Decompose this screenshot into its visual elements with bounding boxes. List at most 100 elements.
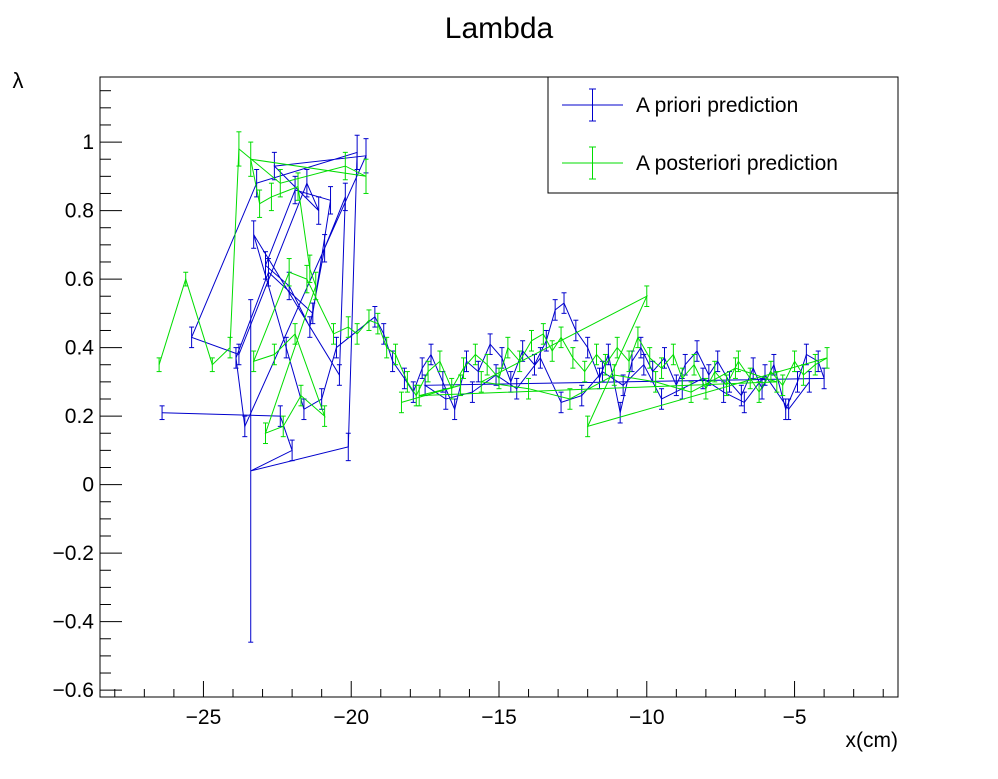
data-point [531,353,537,376]
data-point [345,316,351,338]
data-point [292,323,298,345]
data-point [582,360,588,383]
data-point [251,220,257,249]
data-point [458,374,464,397]
data-point [558,326,564,349]
data-point [425,360,431,383]
data-point [478,371,484,393]
data-point [372,306,378,328]
data-point [596,367,602,390]
data-point [594,343,600,366]
data-point [529,329,535,352]
data-point [735,350,741,373]
data-point [354,323,360,345]
data-point [286,258,292,287]
legend-box [547,76,899,194]
data-point [336,364,342,386]
legend-entry-a-posteriori: A posteriori prediction [562,146,838,180]
data-point [227,336,233,359]
plot-layer [156,131,830,643]
data-point [780,374,786,397]
x-tick-label: −20 [333,706,369,729]
data-point [774,371,780,393]
data-point [248,299,254,643]
data-point [401,367,407,390]
data-point [342,182,348,212]
data-point [354,134,360,170]
data-point [328,186,334,215]
data-point [233,347,239,369]
data-point [540,323,546,345]
data-point [251,350,257,373]
y-tick-label: 0 [82,474,94,497]
data-point [712,360,718,383]
data-point [605,343,611,366]
data-point [209,357,215,373]
data-point [585,336,591,359]
data-point [691,353,697,376]
axes-layer: −25 −20 −15 −10 −5 −0.6 −0.4 −0.2 0 0.2 0.4 0.6 0.8 1 [53,90,884,729]
data-point [721,381,727,403]
data-point [289,439,295,462]
data-point [543,329,549,352]
data-point [715,350,721,373]
data-point [626,350,632,373]
data-point [469,381,475,403]
data-point [330,323,336,345]
data-point [316,196,322,225]
data-point [514,377,520,400]
data-point [682,353,688,376]
x-axis-label: x(cm) [846,729,898,752]
data-point [345,432,351,462]
data-point [487,333,493,355]
data-point [304,168,310,198]
data-point [280,415,286,438]
data-point [248,141,254,177]
data-point [549,340,555,362]
data-point [263,251,269,280]
data-point [236,131,242,167]
data-point [461,357,467,379]
y-tick-label: 0.2 [65,405,94,428]
data-point [567,388,573,410]
data-point [617,401,623,424]
data-point [812,353,818,376]
data-point [313,271,319,301]
data-point [333,336,339,359]
data-point [322,234,328,263]
data-point [585,415,591,438]
data-point [463,350,469,373]
data-point [815,350,821,373]
data-point [271,343,277,366]
data-point [526,377,532,400]
data-point [159,405,165,421]
data-point [806,371,812,393]
data-point [786,398,792,421]
series-1 [156,131,830,445]
data-point [236,343,242,366]
data-point [475,360,481,383]
data-point [298,384,304,407]
data-point [579,384,585,407]
data-point [517,350,523,373]
series-line-0 [162,151,825,472]
legend-label-a-posteriori: A posteriori prediction [636,152,838,175]
data-point [189,326,195,349]
data-point [310,302,316,325]
data-point [768,360,774,383]
series-line-1 [158,147,828,435]
data-point [679,367,685,390]
data-point [342,151,348,181]
data-point [647,347,653,369]
data-point [307,254,313,284]
data-point [614,336,620,359]
data-point [398,391,404,414]
y-axis-label: λ [13,68,24,93]
data-point [183,271,189,287]
data-point [759,377,765,400]
data-point [653,371,659,393]
x-tick-label: −5 [783,706,807,729]
data-point [824,347,830,369]
data-point [800,364,806,386]
